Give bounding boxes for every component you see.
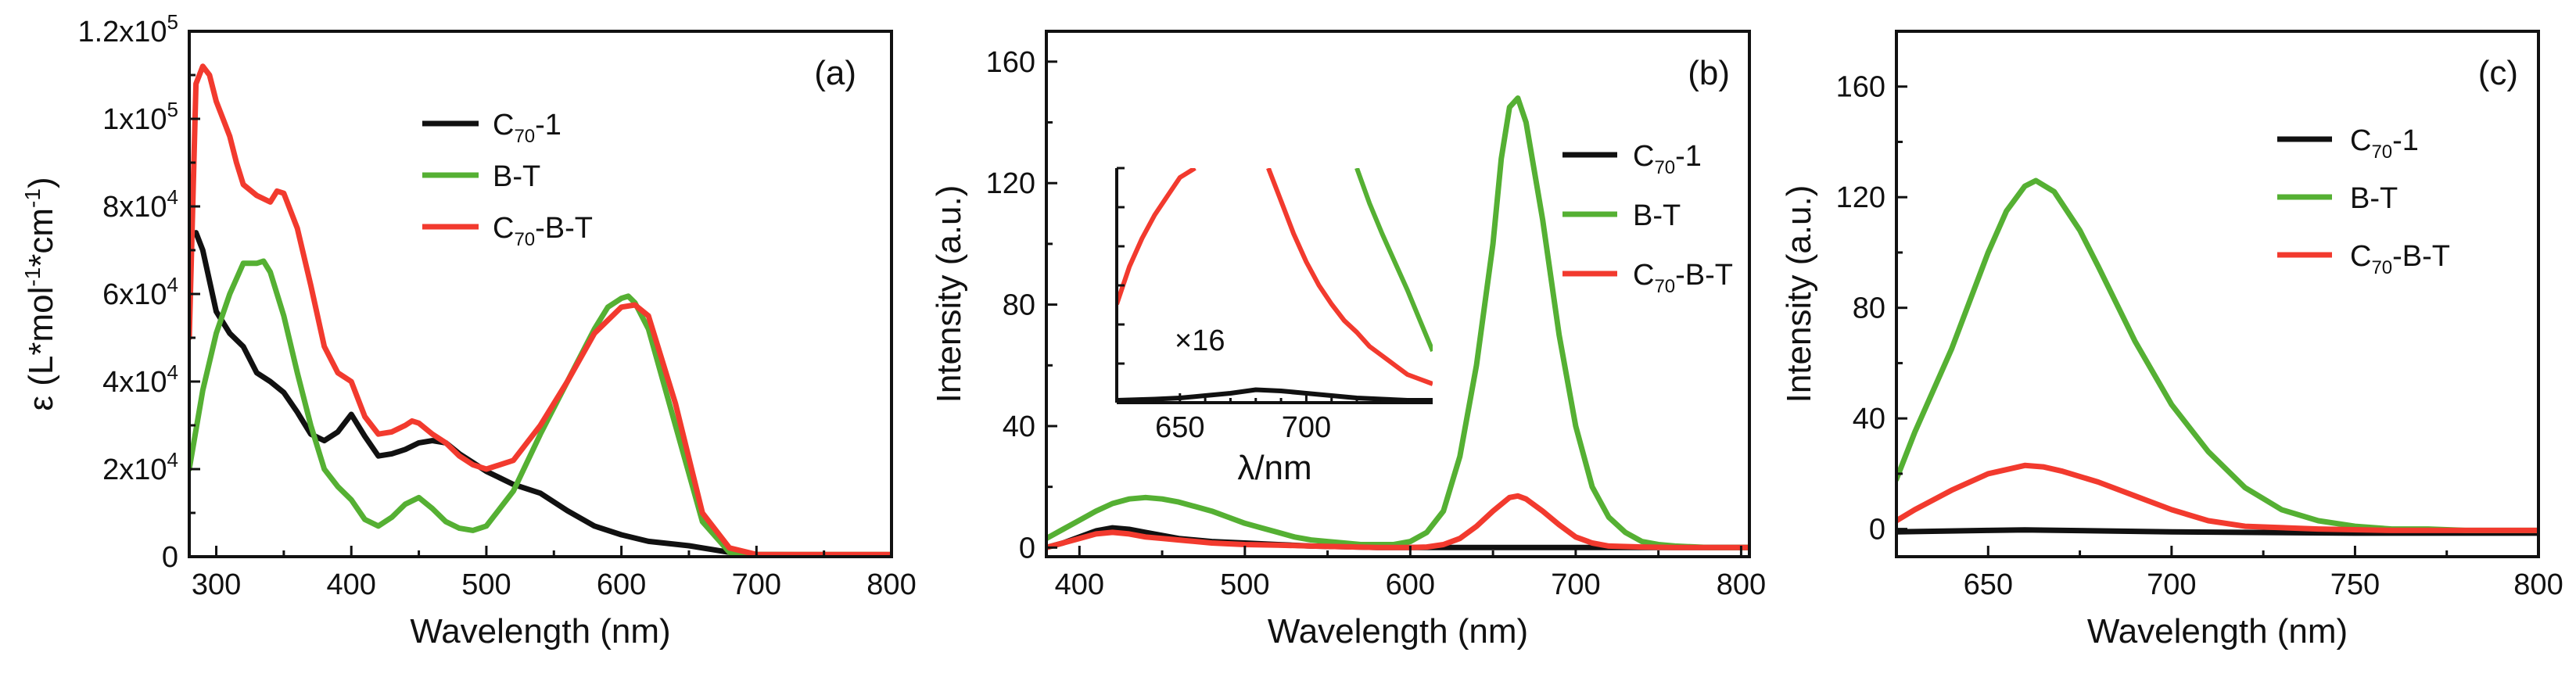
y-tick-label: 120 bbox=[986, 167, 1035, 200]
inset-x-axis-title: λ/nm bbox=[1237, 449, 1311, 487]
legend: C70-1 B-T C70-B-T bbox=[2277, 124, 2450, 278]
inset-series-line bbox=[1266, 168, 1433, 386]
legend-label: B-T bbox=[2350, 182, 2398, 215]
x-tick-label: 750 bbox=[2330, 568, 2380, 601]
y-tick-label: 4x104 bbox=[102, 360, 178, 399]
y-tick-label: 6x104 bbox=[102, 273, 178, 311]
series-line-c70-1 bbox=[1896, 527, 2538, 536]
panel-c-emission-chart: 650 700 750 800 0 40 80 120 160 Wavelength (nm) In… bbox=[1780, 30, 2563, 651]
inset-chart: 650 700 ×16 λ/nm bbox=[1115, 167, 1433, 487]
y-axis-title: Intensity (a.u.) bbox=[1780, 185, 1818, 403]
y-tick-label: 2x104 bbox=[102, 448, 178, 486]
x-tick-label: 500 bbox=[461, 568, 511, 601]
y-tick-label: 160 bbox=[1836, 71, 1885, 104]
y-tick-label: 80 bbox=[1003, 289, 1035, 322]
y-tick-label: 1x105 bbox=[102, 98, 178, 136]
x-axis-title: Wavelength (nm) bbox=[2087, 612, 2348, 651]
y-tick-label: 120 bbox=[1836, 181, 1885, 214]
y-axis-title: Intensity (a.u.) bbox=[930, 185, 968, 403]
x-tick-label: 650 bbox=[1964, 568, 2013, 601]
legend-label: C70-1 bbox=[2350, 124, 2419, 163]
y-tick-label: 1.2x105 bbox=[77, 10, 178, 48]
legend-label: C70-1 bbox=[1633, 140, 1702, 178]
legend: C70-1 B-T C70-B-T bbox=[422, 109, 593, 250]
series-line-c70-b-t bbox=[1046, 493, 1749, 550]
inset-series-line bbox=[1354, 168, 1433, 353]
x-tick-label: 700 bbox=[1551, 568, 1600, 601]
legend-label: B-T bbox=[493, 160, 540, 193]
x-tick-label: 400 bbox=[327, 568, 376, 601]
x-tick-label: 300 bbox=[192, 568, 241, 601]
panel-label: (b) bbox=[1688, 54, 1730, 92]
x-tick-label: 800 bbox=[866, 568, 916, 601]
series-line-b-t bbox=[189, 258, 892, 557]
y-axis-title: ε (L*mol-1*cm-1) bbox=[20, 177, 60, 410]
x-axis-title: Wavelength (nm) bbox=[410, 612, 670, 651]
x-tick-label: 600 bbox=[597, 568, 646, 601]
x-tick-label: 600 bbox=[1386, 568, 1435, 601]
legend-label: C70-B-T bbox=[2350, 240, 2450, 278]
legend-label: C70-1 bbox=[493, 109, 561, 147]
legend: C70-1 B-T C70-B-T bbox=[1562, 140, 1733, 297]
legend-label: B-T bbox=[1633, 199, 1681, 232]
y-tick-label: 160 bbox=[986, 46, 1035, 79]
x-tick-label: 400 bbox=[1055, 568, 1104, 601]
inset-annotation: ×16 bbox=[1175, 324, 1225, 357]
x-tick-label: 700 bbox=[732, 568, 781, 601]
panel-b-emission-chart: 400 500 600 700 800 0 40 80 120 160 Wavelength (nm… bbox=[930, 30, 1766, 651]
x-tick-label: 800 bbox=[1717, 568, 1766, 601]
x-tick-label: 500 bbox=[1220, 568, 1269, 601]
series-line-c70-b-t bbox=[189, 63, 892, 557]
inset-x-tick-label: 700 bbox=[1282, 411, 1331, 444]
x-tick-label: 800 bbox=[2513, 568, 2563, 601]
inset-x-tick-label: 650 bbox=[1155, 411, 1204, 444]
panel-label: (a) bbox=[814, 54, 856, 92]
x-axis-title: Wavelength (nm) bbox=[1268, 612, 1528, 651]
panel-label: (c) bbox=[2478, 54, 2518, 92]
y-tick-label: 40 bbox=[1853, 403, 1885, 435]
plot-frame bbox=[1045, 30, 1751, 558]
series-line-c70-1 bbox=[193, 230, 892, 557]
plot-frame bbox=[1895, 30, 2540, 558]
y-tick-label: 0 bbox=[162, 541, 178, 574]
series-line-c70-b-t bbox=[1896, 462, 2538, 533]
legend-label: C70-B-T bbox=[493, 212, 593, 250]
y-tick-label: 40 bbox=[1003, 410, 1035, 443]
x-tick-label: 700 bbox=[2147, 568, 2196, 601]
y-tick-label: 0 bbox=[1869, 514, 1885, 547]
y-tick-label: 8x104 bbox=[102, 185, 178, 224]
inset-series-line bbox=[1117, 168, 1197, 305]
y-tick-label: 80 bbox=[1853, 292, 1885, 325]
series-line-b-t bbox=[1046, 95, 1749, 550]
legend-label: C70-B-T bbox=[1633, 259, 1733, 297]
panel-a-absorption-chart: 300 400 500 600 700 800 0 2x104 4x104 6x104 8x104 1… bbox=[20, 10, 917, 651]
y-tick-label: 0 bbox=[1019, 532, 1035, 565]
